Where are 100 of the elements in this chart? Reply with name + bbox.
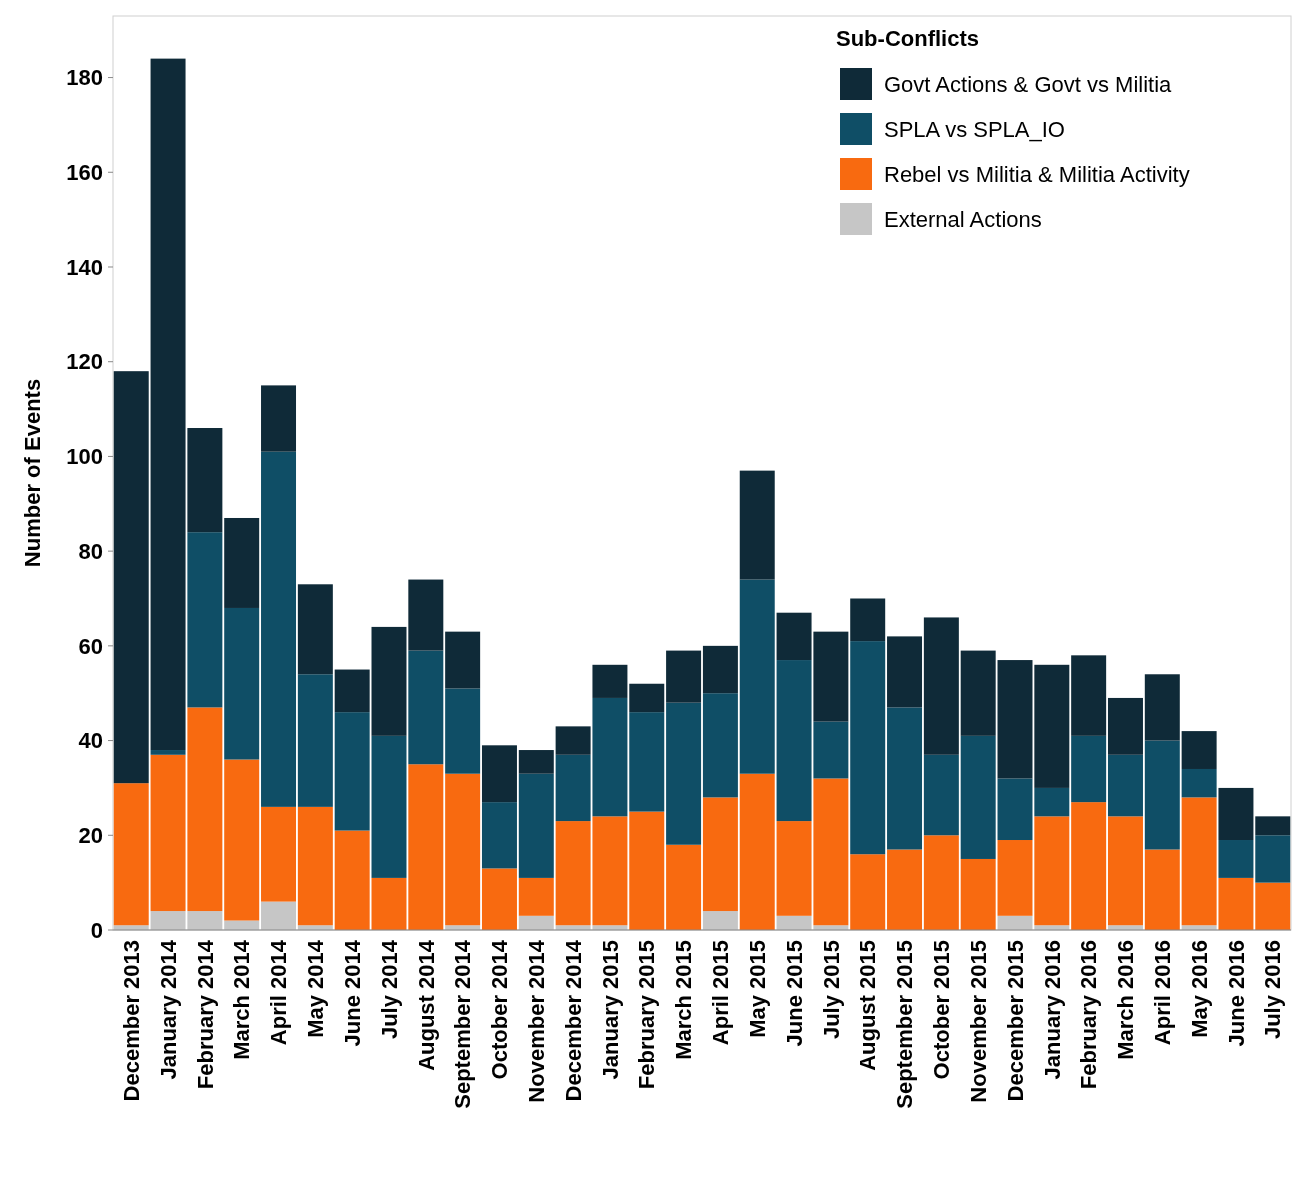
- x-tick-label: December 2015: [1002, 940, 1028, 1102]
- x-tick-label: April 2016: [1150, 940, 1175, 1046]
- x-tick-label: April 2014: [266, 939, 292, 1046]
- x-tick-label: November 2014: [523, 939, 549, 1103]
- legend-label: External Actions: [884, 206, 1042, 232]
- bar: [481, 745, 517, 803]
- bar: [187, 532, 223, 708]
- bar: [1218, 787, 1254, 841]
- x-tick-label: February 2016: [1076, 940, 1102, 1090]
- x-tick-label: September 2015: [892, 940, 918, 1109]
- bar: [261, 385, 297, 452]
- bar: [371, 877, 407, 930]
- bar: [1034, 816, 1070, 926]
- bar: [334, 830, 370, 930]
- x-tick-label: December 2013: [118, 940, 144, 1102]
- bar: [923, 754, 959, 836]
- y-tick-label: 0: [90, 917, 103, 943]
- bar: [518, 877, 554, 916]
- bar: [739, 470, 775, 580]
- bar: [1107, 697, 1143, 755]
- x-tick-label: May 2016: [1186, 940, 1212, 1038]
- bar: [997, 660, 1033, 779]
- bar: [1218, 840, 1254, 878]
- bar: [371, 626, 407, 736]
- x-tick-label: June 2015: [781, 940, 807, 1047]
- bar: [224, 607, 260, 760]
- bar: [666, 702, 702, 845]
- bar: [408, 650, 444, 765]
- bar: [702, 797, 738, 912]
- x-tick-label: April 2015: [708, 940, 734, 1046]
- bar: [150, 750, 186, 755]
- bar: [1071, 802, 1107, 930]
- x-tick-label: March 2014: [229, 939, 255, 1060]
- y-tick-label: 180: [66, 65, 103, 91]
- bar: [1071, 655, 1107, 736]
- bar: [1107, 816, 1143, 926]
- bar: [297, 674, 333, 807]
- y-tick-label: 60: [78, 633, 103, 659]
- bar: [261, 901, 297, 930]
- y-tick-label: 40: [78, 728, 103, 754]
- bar: [960, 858, 996, 930]
- y-axis-title: Number of Events: [20, 378, 45, 568]
- x-tick-label: June 2014: [339, 939, 365, 1047]
- bar: [481, 868, 517, 930]
- bar: [702, 911, 738, 930]
- bar: [960, 735, 996, 859]
- bar: [887, 707, 923, 850]
- bar: [334, 669, 370, 713]
- x-tick-label: June 2016: [1223, 940, 1249, 1047]
- x-tick-label: October 2015: [929, 940, 955, 1080]
- bar: [960, 650, 996, 736]
- bar: [923, 617, 959, 755]
- y-tick-label: 20: [78, 822, 103, 848]
- bar: [445, 688, 481, 774]
- bar: [297, 806, 333, 926]
- bar: [555, 726, 591, 755]
- bar: [1255, 816, 1291, 836]
- bar: [408, 579, 444, 651]
- bar: [1144, 674, 1180, 741]
- bar: [224, 517, 260, 608]
- bar: [887, 849, 923, 930]
- bar: [445, 773, 481, 926]
- bar: [1034, 664, 1070, 788]
- bar: [297, 584, 333, 675]
- x-tick-label: July 2016: [1260, 940, 1286, 1040]
- bar: [1107, 754, 1143, 817]
- bar: [518, 773, 554, 878]
- bar: [850, 598, 886, 642]
- x-tick-label: February 2015: [634, 940, 660, 1090]
- bar: [1034, 787, 1070, 817]
- bar: [739, 579, 775, 774]
- bar: [629, 811, 665, 930]
- bar: [1255, 882, 1291, 930]
- x-tick-label: January 2015: [597, 940, 623, 1080]
- bar: [997, 840, 1033, 916]
- x-tick-label: December 2014: [560, 939, 586, 1102]
- x-tick-label: May 2014: [303, 939, 329, 1038]
- bar: [923, 835, 959, 930]
- legend-label: Govt Actions & Govt vs Militia: [884, 71, 1173, 97]
- bar: [702, 693, 738, 798]
- x-tick-label: May 2015: [744, 940, 770, 1038]
- x-tick-label: October 2014: [487, 939, 513, 1080]
- x-tick-label: August 2015: [855, 940, 881, 1071]
- bar: [1144, 849, 1180, 930]
- bar: [518, 750, 554, 774]
- x-tick-label: August 2014: [413, 939, 439, 1071]
- x-tick-label: January 2014: [155, 939, 181, 1080]
- bar: [261, 806, 297, 902]
- bar: [739, 773, 775, 930]
- bar: [850, 854, 886, 930]
- bar: [1181, 731, 1217, 769]
- x-tick-label: January 2016: [1039, 940, 1065, 1080]
- bar: [887, 636, 923, 708]
- y-tick-label: 80: [78, 538, 103, 564]
- y-tick-label: 100: [66, 444, 103, 470]
- bar: [334, 712, 370, 831]
- y-tick-label: 120: [66, 349, 103, 375]
- x-tick-label: March 2016: [1113, 940, 1139, 1060]
- bar: [666, 650, 702, 703]
- bar: [224, 759, 260, 921]
